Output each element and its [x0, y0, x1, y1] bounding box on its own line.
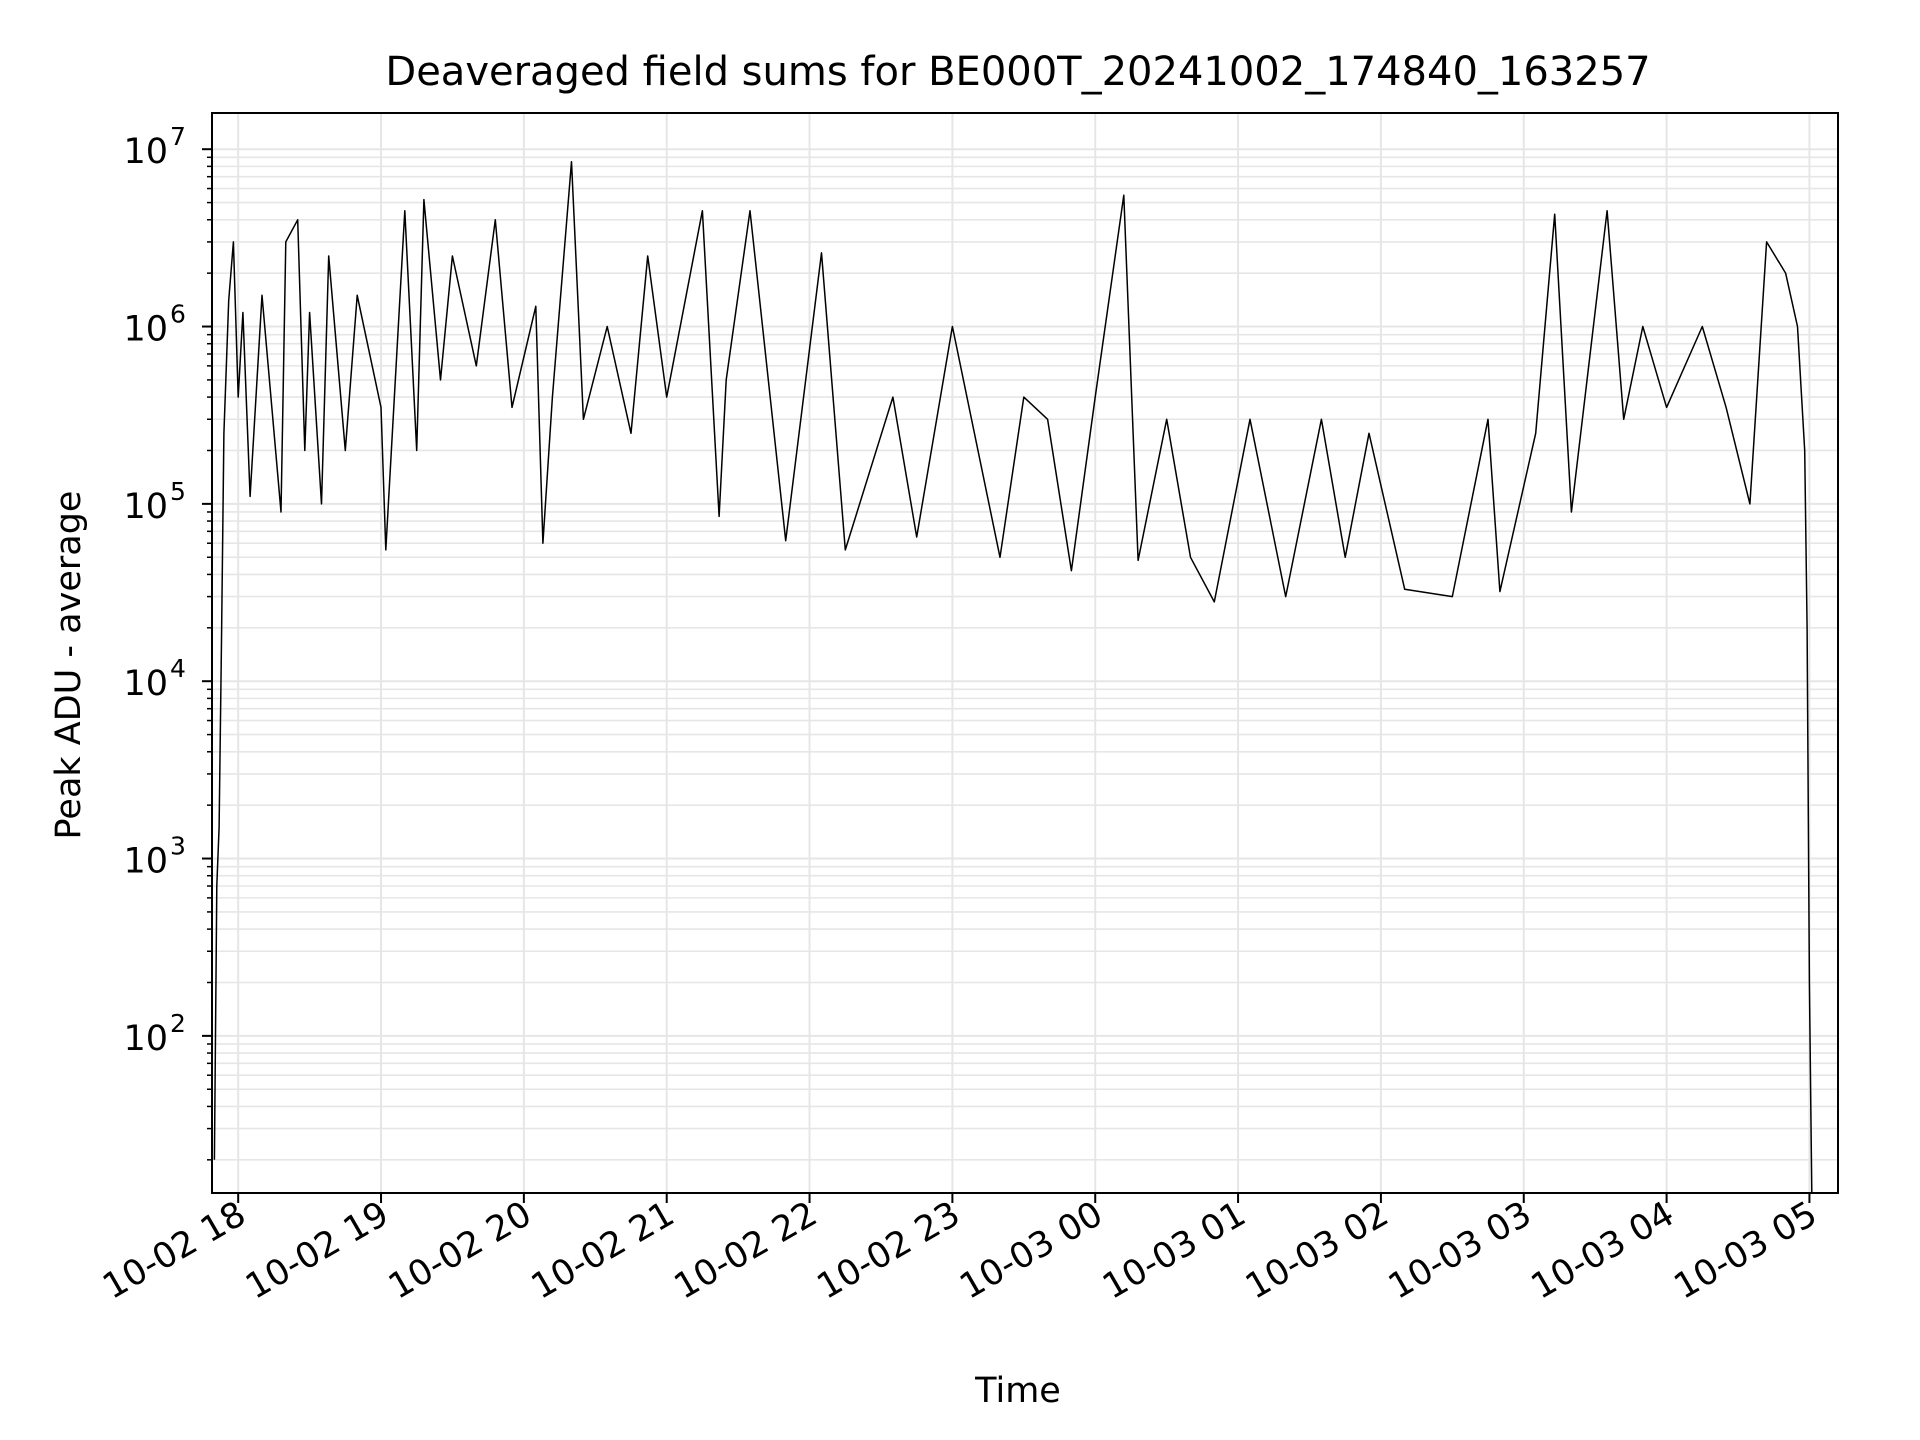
- y-tick-label-exponent: 5: [170, 477, 186, 506]
- series-layer: [213, 160, 1813, 1194]
- y-tick-label-exponent: 2: [170, 1009, 186, 1038]
- x-axis-label: Time: [974, 1371, 1061, 1411]
- series-line: [213, 160, 1813, 1194]
- y-tick-label: 10: [123, 1019, 168, 1059]
- y-tick-label: 10: [123, 310, 168, 350]
- axes-frame: [211, 112, 1839, 1194]
- y-tick-label: 10: [123, 132, 168, 172]
- y-tick-label: 10: [123, 842, 168, 882]
- y-tick-label-exponent: 4: [170, 654, 186, 683]
- y-tick-label-exponent: 7: [170, 122, 186, 151]
- y-axis-label: Peak ADU - average: [49, 491, 89, 840]
- y-tick-label-exponent: 6: [170, 300, 186, 329]
- y-tick-label: 10: [123, 487, 168, 527]
- chart-title: Deaveraged field sums for BE000T_2024100…: [385, 49, 1650, 95]
- grid: [212, 113, 1838, 1193]
- y-tick-label: 10: [123, 664, 168, 704]
- y-tick-label-exponent: 3: [170, 832, 186, 861]
